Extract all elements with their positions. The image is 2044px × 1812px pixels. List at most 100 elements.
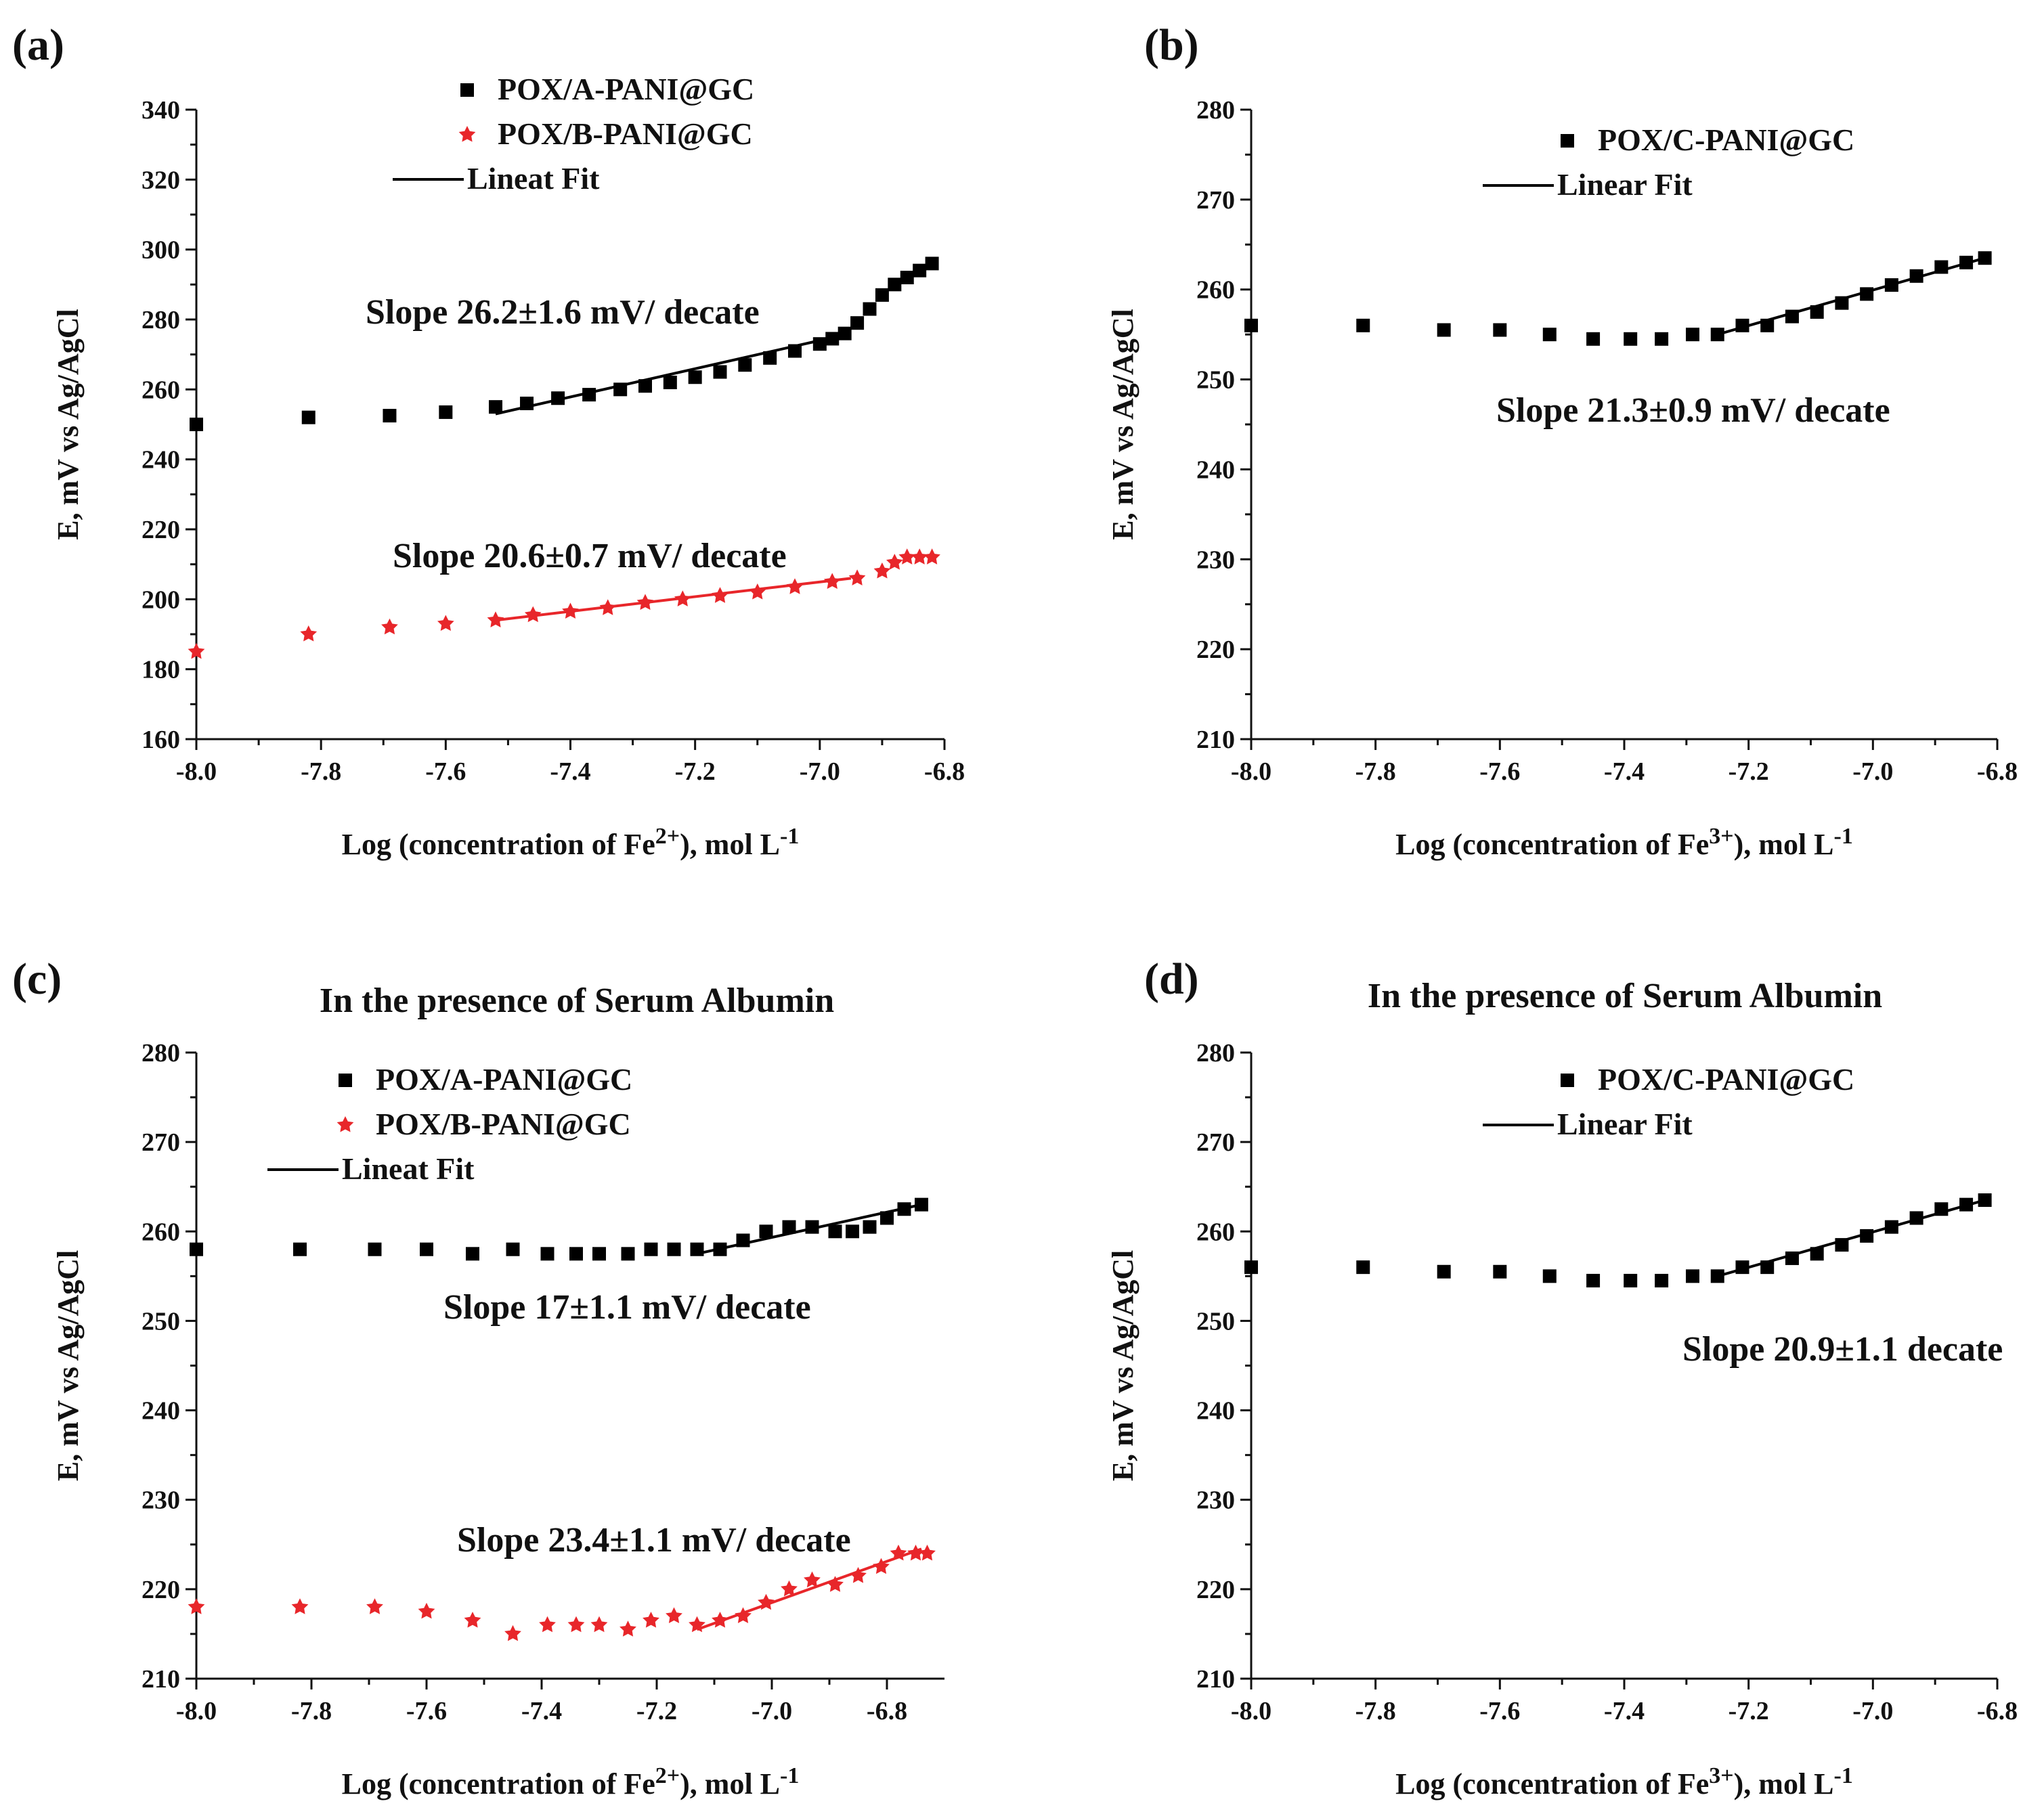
data-point (689, 1616, 705, 1633)
series-2 (188, 1545, 936, 1641)
data-point (823, 573, 841, 589)
data-point (923, 548, 940, 565)
x-tick-label: -7.2 (1728, 757, 1769, 786)
data-point (674, 590, 691, 606)
legend-label: Linear Fit (1557, 1107, 1693, 1141)
legend-label: POX/A-PANI@GC (376, 1062, 632, 1097)
data-point (915, 1197, 928, 1212)
y-tick-label: 270 (142, 1128, 180, 1157)
data-point (736, 1233, 750, 1247)
panel-label: (a) (12, 20, 64, 70)
data-point (592, 1247, 606, 1261)
y-tick-label: 250 (1196, 366, 1235, 395)
chart-subtitle: In the presence of Serum Albumin (1368, 977, 1882, 1015)
data-point (1785, 309, 1799, 324)
data-point (897, 1202, 911, 1216)
data-point (890, 1545, 907, 1561)
x-tick-label: -7.0 (800, 757, 840, 786)
data-point (1710, 1269, 1724, 1283)
data-point (900, 271, 914, 284)
data-point (301, 410, 316, 424)
y-tick-label: 230 (1196, 1486, 1235, 1515)
x-tick-label: -7.0 (1852, 757, 1893, 786)
data-point (1356, 318, 1370, 332)
data-point (1835, 296, 1849, 310)
y-axis-title: E, mV vs Ag/AgCl (1106, 309, 1139, 539)
data-point (749, 583, 766, 600)
data-point (1860, 287, 1874, 301)
chart-panel-4: (d) In the presence of Serum Albumin 210 22… (1106, 954, 2018, 1800)
data-point (466, 1247, 479, 1261)
y-tick-label: 320 (142, 166, 180, 194)
y-tick-label: 240 (1196, 456, 1235, 484)
data-point (613, 382, 628, 397)
fit-line-2 (696, 1547, 922, 1631)
data-point (690, 1242, 704, 1256)
data-point (636, 594, 654, 610)
data-point (1624, 332, 1638, 346)
x-axis-title-text: Log (concentration of Fe (1395, 828, 1709, 861)
y-tick-label: 180 (142, 656, 180, 684)
data-point (919, 1545, 936, 1561)
x-axis-title: Log (concentration of Fe3+), mol L-1 (1395, 1763, 1853, 1800)
y-tick-label: 220 (1196, 1576, 1235, 1604)
legend-label: POX/A-PANI@GC (498, 72, 754, 106)
y-tick-label: 230 (1196, 546, 1235, 574)
data-point (1934, 1202, 1949, 1216)
data-point (420, 1242, 433, 1256)
data-point (1735, 1260, 1749, 1275)
data-point (712, 1612, 729, 1628)
data-point (619, 1620, 636, 1637)
data-point (712, 587, 729, 603)
data-point (644, 1242, 658, 1256)
data-point (439, 405, 453, 419)
x-tick-label: -8.0 (176, 757, 217, 786)
x-tick-label: -8.0 (176, 1697, 217, 1725)
data-point (828, 1224, 842, 1239)
data-point (713, 365, 727, 379)
legend-marker (1561, 1074, 1574, 1087)
data-point (925, 257, 939, 271)
chart-panel-2: (b) 210 220 230 240 250 260 270 280 -8.0 -7.8 -7.6 -… (1106, 20, 2018, 861)
x-axis-title-text: Log (concentration of Fe (342, 1767, 655, 1800)
x-tick-label: -7.4 (550, 757, 590, 786)
y-tick-label: 240 (142, 446, 180, 474)
chart-subtitle: In the presence of Serum Albumin (320, 981, 834, 1020)
data-point (190, 418, 203, 431)
legend-label: Linear Fit (1557, 167, 1693, 202)
y-tick-label: 210 (1196, 1665, 1235, 1694)
x-tick-label: -7.8 (291, 1697, 332, 1725)
x-axis-title-superscript: 3+ (1709, 1763, 1733, 1788)
legend-label: Lineat Fit (467, 161, 600, 196)
data-point (850, 1567, 867, 1583)
y-tick-label: 210 (1196, 726, 1235, 754)
data-point (913, 263, 927, 278)
data-point (506, 1242, 520, 1256)
data-point (464, 1612, 481, 1628)
panel-label: (d) (1144, 954, 1199, 1004)
x-axis-title-text: ), mol L (1734, 828, 1834, 861)
x-axis-title-superscript: -1 (780, 1763, 799, 1788)
data-point (383, 409, 397, 423)
series-1 (1244, 1193, 1992, 1287)
data-point (1934, 260, 1949, 274)
x-tick-label: -8.0 (1231, 757, 1271, 786)
data-point (1586, 332, 1601, 346)
data-point (825, 332, 840, 346)
y-tick-label: 220 (142, 516, 180, 544)
x-tick-label: -7.2 (636, 1697, 677, 1725)
data-point (368, 1242, 382, 1256)
data-point (1810, 305, 1824, 319)
data-point (863, 1220, 877, 1234)
data-point (758, 1593, 775, 1610)
y-axis-title: E, mV vs Ag/AgCl (51, 309, 85, 539)
y-tick-label: 280 (142, 1039, 180, 1067)
data-point (1542, 1269, 1557, 1283)
y-tick-label: 230 (142, 1486, 180, 1515)
y-tick-label: 220 (1196, 636, 1235, 664)
data-point (1686, 1269, 1700, 1283)
data-point (788, 344, 802, 358)
x-tick-label: -7.6 (425, 757, 466, 786)
y-tick-label: 270 (1196, 1128, 1235, 1157)
x-tick-label: -7.8 (1355, 1697, 1396, 1725)
